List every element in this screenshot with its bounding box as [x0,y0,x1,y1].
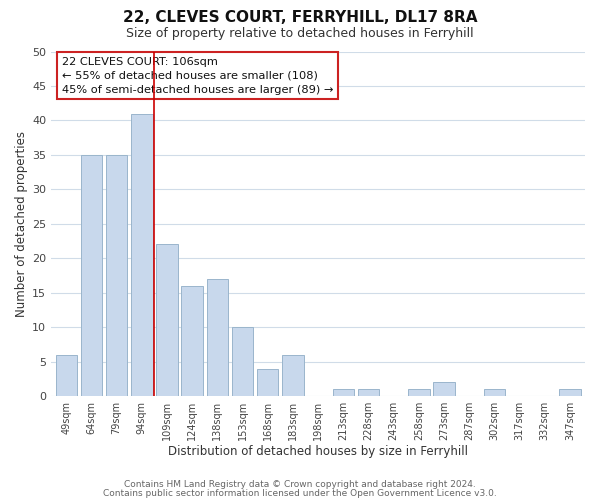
Bar [131,114,152,396]
Bar [106,155,127,396]
Bar [56,354,77,396]
Text: Contains HM Land Registry data © Crown copyright and database right 2024.: Contains HM Land Registry data © Crown c… [124,480,476,489]
Bar [206,279,228,396]
Text: Size of property relative to detached houses in Ferryhill: Size of property relative to detached ho… [126,28,474,40]
Bar [408,389,430,396]
Bar [484,389,505,396]
Text: 22 CLEVES COURT: 106sqm
← 55% of detached houses are smaller (108)
45% of semi-d: 22 CLEVES COURT: 106sqm ← 55% of detache… [62,56,333,94]
Y-axis label: Number of detached properties: Number of detached properties [15,131,28,317]
Bar [257,368,278,396]
Bar [282,354,304,396]
Text: 22, CLEVES COURT, FERRYHILL, DL17 8RA: 22, CLEVES COURT, FERRYHILL, DL17 8RA [123,10,477,25]
Bar [181,286,203,396]
Bar [332,389,354,396]
Bar [559,389,581,396]
Bar [81,155,102,396]
Text: Contains public sector information licensed under the Open Government Licence v3: Contains public sector information licen… [103,490,497,498]
Bar [433,382,455,396]
X-axis label: Distribution of detached houses by size in Ferryhill: Distribution of detached houses by size … [168,444,468,458]
Bar [156,244,178,396]
Bar [358,389,379,396]
Bar [232,327,253,396]
